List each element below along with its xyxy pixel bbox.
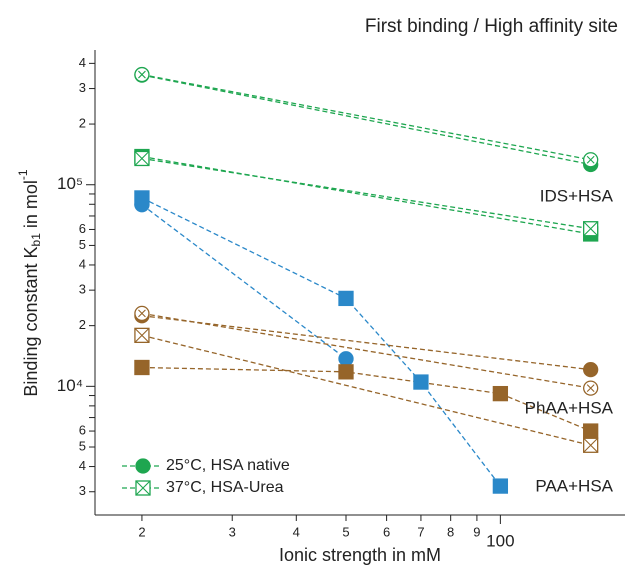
x-tick-label: 7 [417, 524, 424, 539]
x-tick-label: 2 [138, 524, 145, 539]
marker-part [413, 374, 429, 390]
data-point [338, 364, 354, 380]
y-tick-label: 3 [79, 483, 86, 498]
x-tick-label: 3 [229, 524, 236, 539]
y-tick-label: 4 [79, 458, 86, 473]
marker-part [338, 290, 354, 307]
series-line [141, 74, 591, 166]
legend-marker [135, 458, 151, 474]
x-tick-label: 4 [293, 524, 300, 539]
data-point [583, 437, 599, 453]
y-tick-label: 5 [79, 237, 86, 252]
marker-part [134, 151, 150, 166]
data-point [134, 305, 150, 322]
y-tick-label: 3 [79, 80, 86, 95]
y-tick-label: 4 [79, 55, 86, 70]
annotation: PhAA+HSA [525, 398, 614, 417]
data-point [583, 380, 599, 396]
y-tick-label: 6 [79, 422, 86, 437]
y-tick-label: 2 [79, 317, 86, 332]
annotation: PAA+HSA [535, 476, 613, 495]
x-tick-label: 8 [447, 524, 454, 539]
y-label-part: Binding constant K [21, 246, 41, 396]
y-tick-label: 5 [79, 438, 86, 453]
marker-part [134, 190, 150, 206]
legend-label: 25°C, HSA native [166, 457, 290, 474]
marker-part [492, 385, 509, 402]
x-tick-label: 6 [383, 524, 390, 539]
data-point [134, 190, 150, 206]
data-point [338, 290, 354, 307]
data-point [492, 478, 509, 494]
data-point [134, 66, 150, 83]
marker-part [583, 361, 599, 378]
y-label-part: in mol [21, 180, 41, 233]
data-point [583, 152, 599, 168]
y-tick-label: 4 [79, 256, 86, 271]
series-line [141, 197, 501, 487]
marker-part [583, 437, 599, 453]
y-tick-label: 10⁴ [57, 376, 83, 395]
y-tick-label: 2 [79, 115, 86, 130]
chart-title: First binding / High affinity site [365, 16, 618, 37]
y-tick-label: 3 [79, 282, 86, 297]
marker-part [138, 70, 146, 79]
series-line [141, 312, 591, 389]
data-point [583, 423, 599, 439]
marker-part [583, 423, 599, 439]
annotation: IDS+HSA [540, 186, 614, 205]
data-point [134, 327, 150, 344]
marker-part [492, 478, 509, 494]
marker-part [586, 384, 595, 392]
data-point [583, 221, 599, 237]
x-axis-label: Ionic strength in mM [279, 545, 441, 565]
x-tick-label: 100 [486, 531, 514, 550]
x-tick-label: 9 [473, 524, 480, 539]
marker-part [135, 458, 151, 474]
x-tick-label: 5 [342, 524, 349, 539]
marker-part [338, 351, 354, 367]
legend-marker [135, 480, 151, 496]
y-label-part: -1 [16, 169, 30, 180]
legend-label: 37°C, HSA-Urea [166, 479, 284, 496]
data-point [492, 385, 509, 402]
marker-part [134, 327, 150, 343]
series-line [141, 204, 347, 360]
series-line [141, 157, 591, 230]
marker-part [135, 480, 151, 496]
marker-part [138, 309, 146, 318]
series-line [141, 334, 591, 446]
data-point [134, 150, 150, 167]
data-point [583, 361, 599, 378]
marker-part [583, 221, 599, 237]
y-axis-label: Binding constant Kb1 in mol-1 [16, 169, 43, 396]
y-label-part: b1 [29, 233, 43, 247]
series-line [141, 315, 591, 371]
y-tick-label: 6 [79, 221, 86, 236]
series-line [141, 155, 591, 235]
marker-part [338, 364, 354, 380]
data-point [413, 374, 429, 390]
series-line [141, 73, 591, 161]
y-tick-label: 10⁵ [57, 174, 83, 193]
marker-part [586, 155, 595, 164]
data-point [338, 351, 354, 367]
data-point [134, 359, 150, 376]
marker-part [134, 359, 150, 376]
